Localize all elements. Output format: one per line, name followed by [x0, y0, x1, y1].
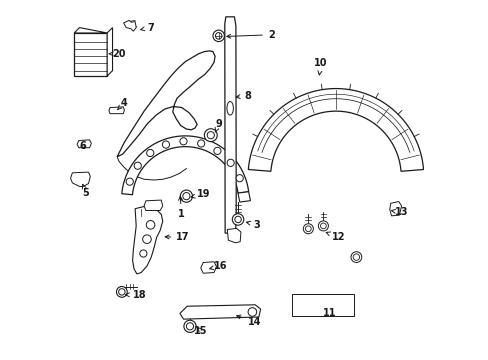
- Text: 19: 19: [191, 189, 210, 199]
- Text: 13: 13: [391, 207, 408, 217]
- Text: 8: 8: [236, 91, 251, 101]
- Text: 9: 9: [215, 120, 222, 132]
- Polygon shape: [123, 21, 136, 31]
- Circle shape: [350, 252, 361, 262]
- Polygon shape: [201, 262, 216, 273]
- Bar: [291, 294, 353, 316]
- Polygon shape: [117, 51, 215, 157]
- Circle shape: [180, 138, 187, 145]
- Circle shape: [320, 223, 325, 229]
- Circle shape: [232, 214, 244, 225]
- Ellipse shape: [226, 102, 233, 115]
- Circle shape: [180, 190, 192, 202]
- Circle shape: [183, 320, 196, 332]
- Circle shape: [213, 147, 221, 154]
- Circle shape: [126, 178, 133, 185]
- Polygon shape: [107, 28, 112, 76]
- Circle shape: [318, 221, 328, 231]
- Polygon shape: [122, 136, 248, 195]
- Circle shape: [140, 250, 147, 257]
- Circle shape: [305, 226, 310, 231]
- Text: 18: 18: [125, 290, 146, 300]
- Circle shape: [226, 159, 234, 166]
- Circle shape: [183, 193, 190, 200]
- Polygon shape: [248, 89, 423, 171]
- Polygon shape: [389, 202, 401, 216]
- Circle shape: [186, 323, 193, 330]
- Text: 15: 15: [194, 325, 207, 336]
- Text: 5: 5: [82, 184, 89, 198]
- Text: 3: 3: [246, 220, 260, 230]
- Text: 14: 14: [236, 315, 261, 327]
- Circle shape: [162, 141, 169, 148]
- Text: 4: 4: [118, 98, 127, 109]
- Circle shape: [116, 287, 127, 297]
- Polygon shape: [74, 28, 107, 33]
- Text: 12: 12: [325, 232, 345, 242]
- Polygon shape: [227, 228, 241, 243]
- Bar: [74, 33, 107, 76]
- Text: 2: 2: [226, 30, 274, 40]
- Text: 7: 7: [141, 23, 153, 33]
- Circle shape: [119, 289, 125, 295]
- Polygon shape: [109, 107, 124, 114]
- Text: 10: 10: [314, 58, 327, 75]
- Circle shape: [146, 221, 155, 229]
- Polygon shape: [77, 140, 91, 148]
- Circle shape: [352, 254, 359, 260]
- Circle shape: [247, 308, 256, 316]
- Polygon shape: [180, 305, 260, 319]
- Circle shape: [212, 30, 224, 41]
- Polygon shape: [224, 17, 236, 234]
- Circle shape: [207, 132, 214, 139]
- Circle shape: [215, 33, 222, 39]
- Polygon shape: [144, 200, 163, 211]
- Circle shape: [142, 235, 151, 243]
- Text: 16: 16: [209, 261, 227, 271]
- Text: 1: 1: [178, 197, 184, 219]
- Circle shape: [197, 140, 204, 147]
- Circle shape: [234, 216, 241, 223]
- Polygon shape: [132, 206, 163, 274]
- Circle shape: [303, 224, 313, 234]
- Circle shape: [236, 175, 243, 182]
- Polygon shape: [70, 172, 90, 186]
- Circle shape: [204, 129, 217, 141]
- Text: 20: 20: [109, 49, 125, 59]
- Circle shape: [146, 149, 154, 157]
- Polygon shape: [238, 192, 250, 202]
- Circle shape: [134, 162, 141, 169]
- Text: 17: 17: [165, 232, 189, 242]
- Text: 11: 11: [323, 308, 336, 318]
- Text: 6: 6: [80, 141, 86, 151]
